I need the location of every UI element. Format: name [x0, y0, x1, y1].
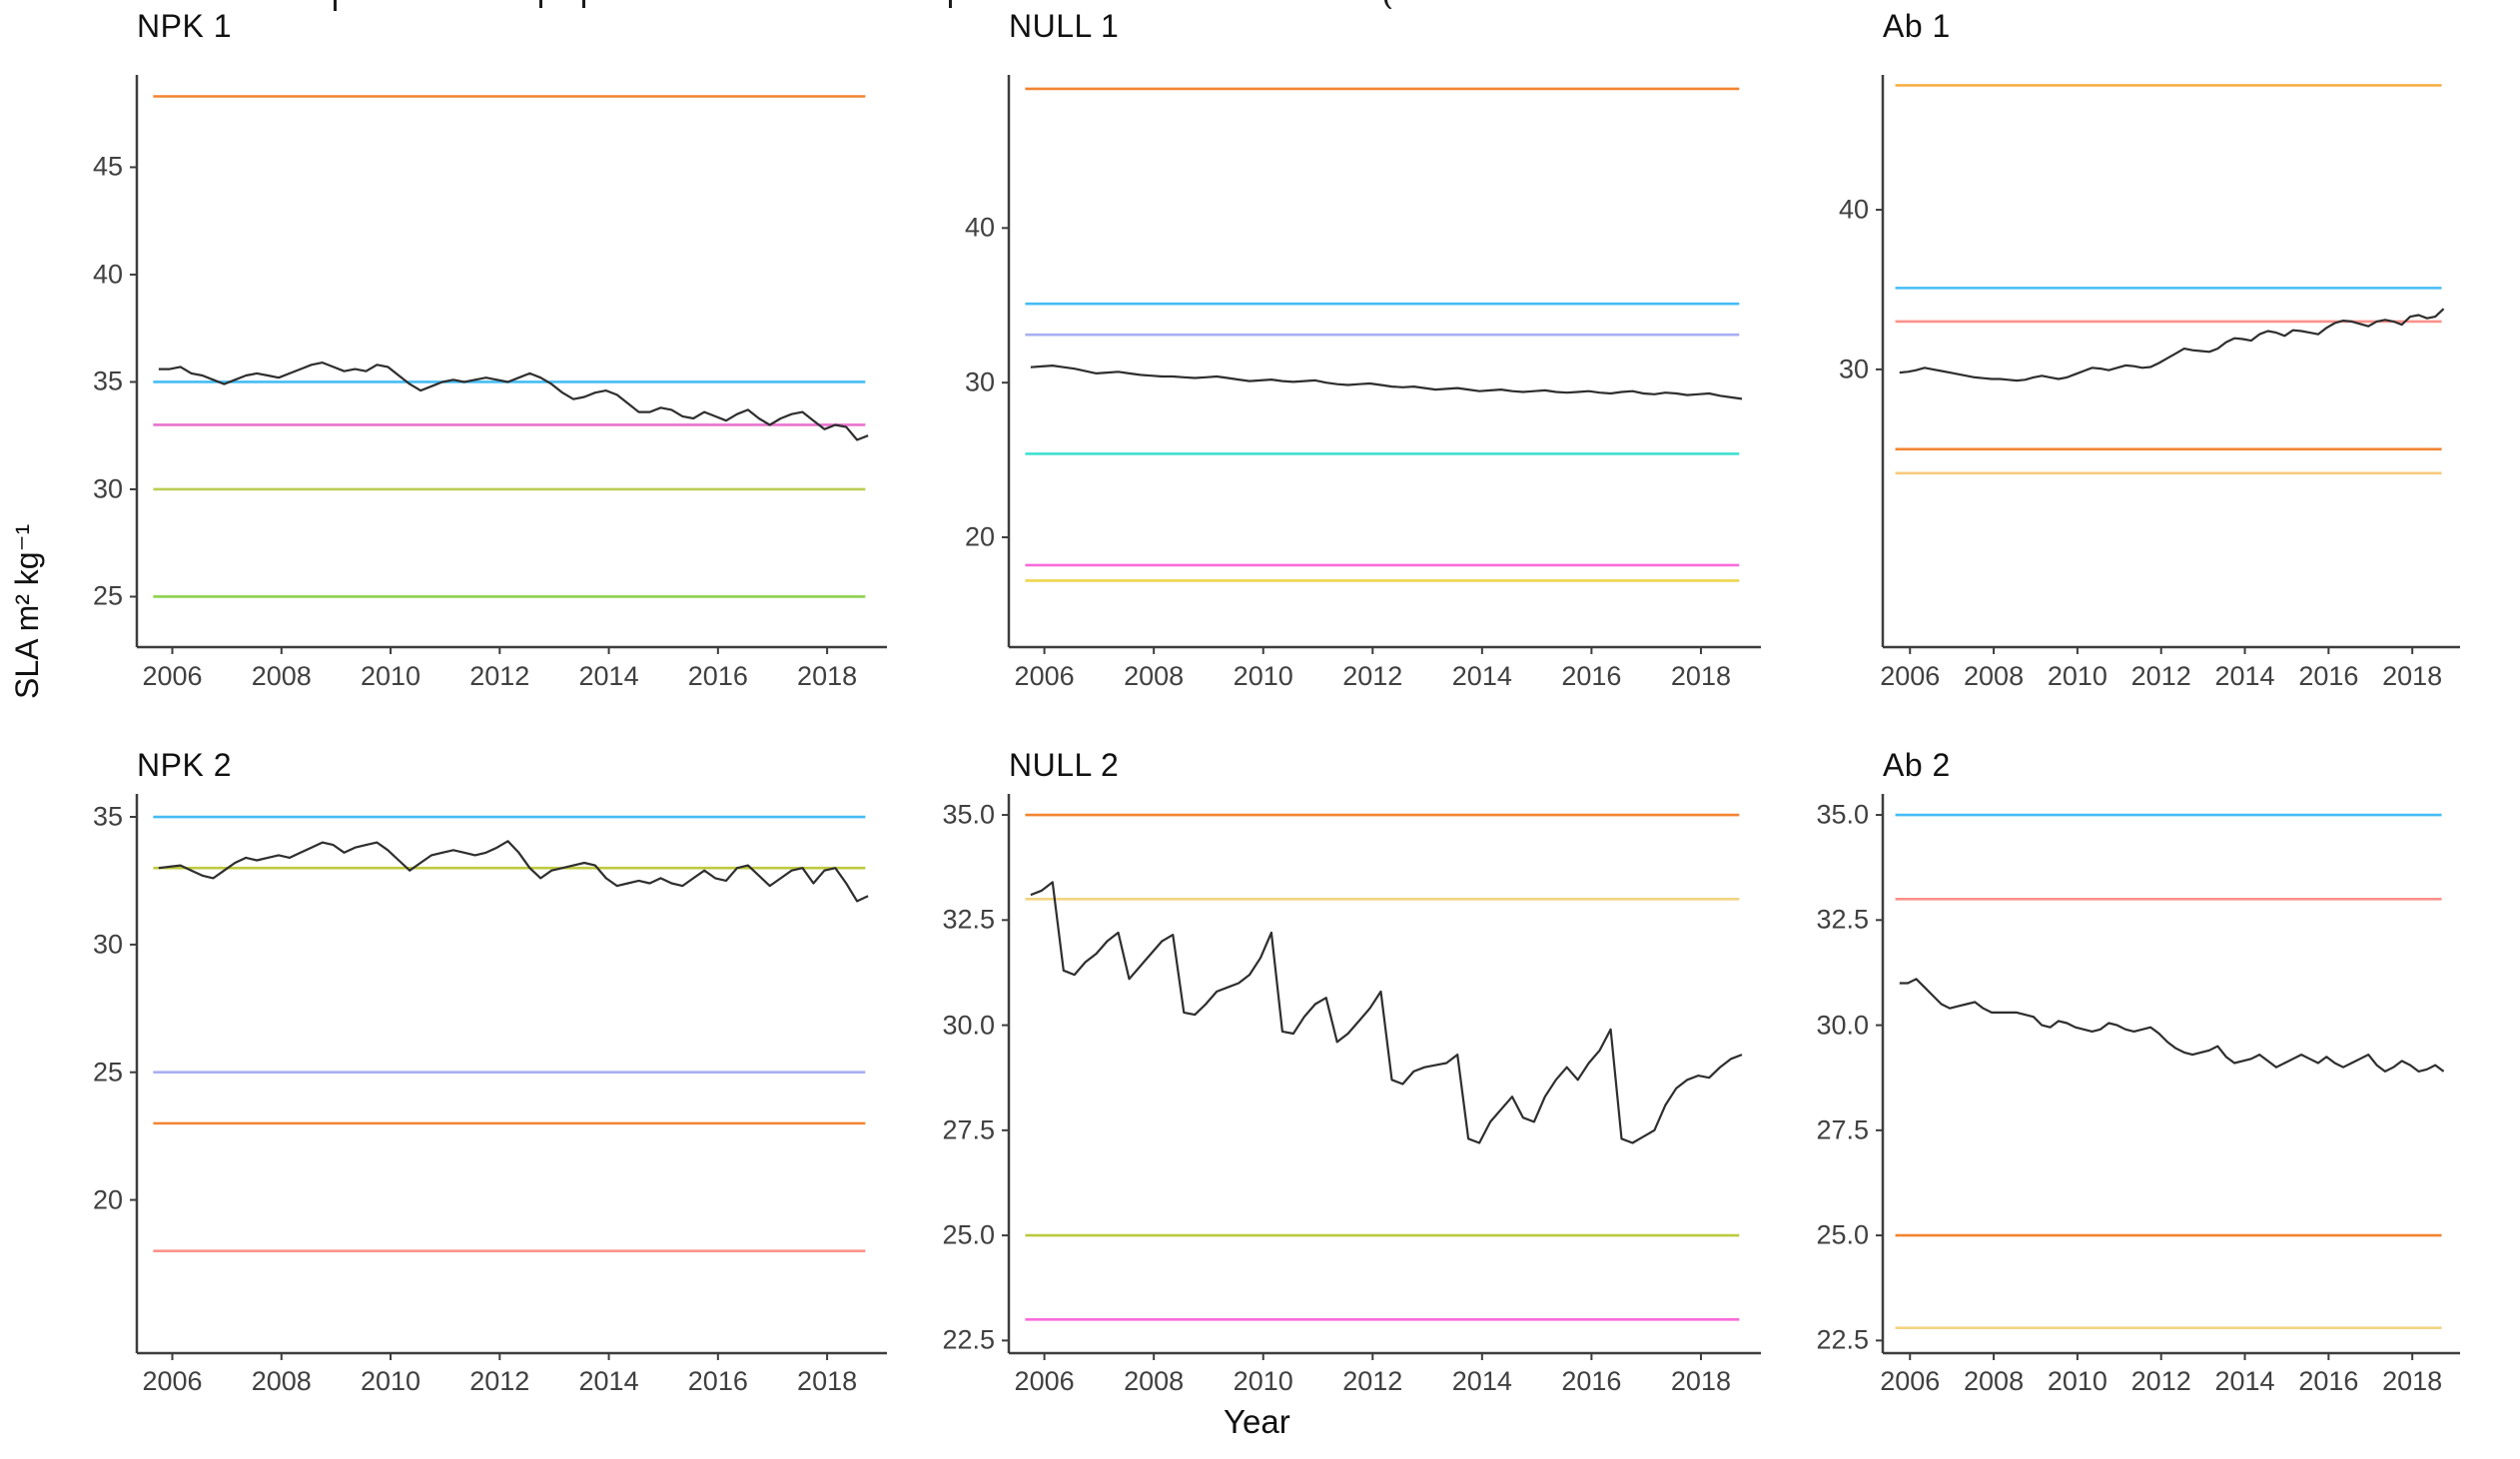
y-tick-label-null-2: 25.0 — [942, 1219, 995, 1250]
y-tick-label-npk-2: 30 — [92, 929, 123, 960]
panel-title-null-1: NULL 1 — [1009, 8, 1120, 44]
x-tick-label-ab-2: 2018 — [2382, 1366, 2443, 1396]
panel-plot-npk-2 — [130, 794, 887, 1360]
x-tick-label-ab-2: 2014 — [2214, 1366, 2275, 1396]
x-tick-label-null-1: 2010 — [1233, 661, 1293, 691]
x-tick-label-null-2: 2008 — [1124, 1366, 1185, 1396]
x-tick-label-null-2: 2006 — [1014, 1366, 1075, 1396]
x-tick-label-null-1: 2008 — [1124, 661, 1185, 691]
y-tick-label-ab-2: 22.5 — [1816, 1324, 1869, 1355]
y-tick-label-null-2: 35.0 — [942, 799, 995, 830]
x-tick-label-null-2: 2016 — [1561, 1366, 1622, 1396]
x-tick-label-npk-1: 2014 — [578, 661, 639, 691]
x-tick-label-null-2: 2018 — [1670, 1366, 1731, 1396]
x-tick-label-npk-1: 2018 — [797, 661, 858, 691]
x-tick-label-ab-1: 2018 — [2382, 661, 2443, 691]
data-series-ab-2 — [1899, 978, 2445, 1073]
x-tick-label-null-1: 2012 — [1342, 661, 1403, 691]
y-axis-title: SLA m² kg⁻¹ — [9, 523, 45, 699]
y-tick-label-ab-2: 27.5 — [1816, 1114, 1869, 1145]
panel-title-null-2: NULL 2 — [1009, 747, 1120, 783]
x-tick-label-ab-1: 2008 — [1964, 661, 2025, 691]
x-tick-label-ab-1: 2016 — [2298, 661, 2359, 691]
y-tick-label-ab-2: 35.0 — [1816, 799, 1869, 830]
cropped-title-paren-fragment — [1384, 0, 1397, 11]
x-tick-label-npk-1: 2008 — [251, 661, 312, 691]
y-tick-label-ab-1: 40 — [1838, 194, 1869, 225]
cropped-title-fragment — [539, 0, 542, 8]
panel-plot-ab-1 — [1876, 75, 2460, 654]
y-tick-label-null-1: 40 — [964, 212, 995, 243]
panel-title-npk-2: NPK 2 — [137, 747, 232, 783]
data-series-npk-2 — [158, 840, 869, 903]
y-tick-label-null-2: 27.5 — [942, 1114, 995, 1145]
y-tick-label-null-1: 20 — [964, 521, 995, 552]
y-tick-label-ab-1: 30 — [1838, 354, 1869, 384]
cropped-title-fragment — [582, 0, 585, 8]
x-tick-label-npk-2: 2018 — [797, 1366, 858, 1396]
panel-title-npk-1: NPK 1 — [137, 8, 232, 44]
panel-plot-null-1 — [1002, 75, 1761, 654]
y-tick-label-null-2: 32.5 — [942, 904, 995, 935]
x-tick-label-ab-2: 2010 — [2047, 1366, 2107, 1396]
y-tick-label-npk-2: 25 — [92, 1057, 123, 1088]
x-tick-label-null-1: 2006 — [1014, 661, 1075, 691]
panel-title-ab-2: Ab 2 — [1883, 747, 1951, 783]
y-tick-label-npk-2: 35 — [92, 801, 123, 832]
y-tick-label-npk-1: 30 — [92, 473, 123, 504]
x-tick-label-npk-2: 2012 — [469, 1366, 530, 1396]
y-tick-label-null-2: 22.5 — [942, 1324, 995, 1355]
data-series-ab-1 — [1899, 308, 2445, 382]
x-tick-label-npk-2: 2008 — [251, 1366, 312, 1396]
y-tick-label-ab-2: 25.0 — [1816, 1219, 1869, 1250]
data-series-npk-1 — [158, 362, 869, 441]
x-tick-label-null-1: 2018 — [1670, 661, 1731, 691]
x-tick-label-npk-2: 2016 — [687, 1366, 748, 1396]
cropped-title-fragment — [334, 0, 337, 11]
x-tick-label-ab-2: 2006 — [1880, 1366, 1941, 1396]
x-tick-label-npk-1: 2010 — [360, 661, 421, 691]
x-tick-label-null-2: 2012 — [1342, 1366, 1403, 1396]
x-tick-label-npk-1: 2012 — [469, 661, 530, 691]
y-tick-label-npk-1: 25 — [92, 580, 123, 611]
y-tick-label-ab-2: 30.0 — [1816, 1010, 1869, 1041]
y-tick-label-null-2: 30.0 — [942, 1010, 995, 1041]
x-tick-label-npk-1: 2006 — [142, 661, 203, 691]
y-tick-label-ab-2: 32.5 — [1816, 904, 1869, 935]
x-tick-label-ab-1: 2010 — [2047, 661, 2107, 691]
panel-title-ab-1: Ab 1 — [1883, 8, 1951, 44]
data-series-null-1 — [1030, 365, 1743, 400]
x-tick-label-null-2: 2010 — [1233, 1366, 1293, 1396]
x-tick-label-ab-2: 2012 — [2130, 1366, 2191, 1396]
y-tick-label-null-1: 30 — [964, 366, 995, 397]
y-tick-label-npk-1: 35 — [92, 365, 123, 396]
y-tick-label-npk-1: 45 — [92, 151, 123, 182]
x-tick-label-ab-1: 2014 — [2214, 661, 2275, 691]
x-tick-label-null-2: 2014 — [1451, 1366, 1512, 1396]
data-series-null-2 — [1030, 881, 1743, 1144]
y-tick-label-npk-1: 40 — [92, 259, 123, 290]
x-tick-label-ab-2: 2016 — [2298, 1366, 2359, 1396]
panel-plot-ab-2 — [1876, 794, 2460, 1360]
cropped-title-fragment — [949, 0, 952, 8]
x-tick-label-null-1: 2014 — [1451, 661, 1512, 691]
x-tick-label-npk-2: 2006 — [142, 1366, 203, 1396]
y-tick-label-npk-2: 20 — [92, 1184, 123, 1215]
x-tick-label-npk-2: 2010 — [360, 1366, 421, 1396]
panel-plot-npk-1 — [130, 75, 887, 654]
x-tick-label-npk-2: 2014 — [578, 1366, 639, 1396]
x-axis-title: Year — [1224, 1403, 1290, 1440]
x-tick-label-null-1: 2016 — [1561, 661, 1622, 691]
x-tick-label-ab-2: 2008 — [1964, 1366, 2025, 1396]
x-tick-label-ab-1: 2012 — [2130, 661, 2191, 691]
x-tick-label-ab-1: 2006 — [1880, 661, 1941, 691]
x-tick-label-npk-1: 2016 — [687, 661, 748, 691]
panel-plot-null-2 — [1002, 794, 1761, 1360]
